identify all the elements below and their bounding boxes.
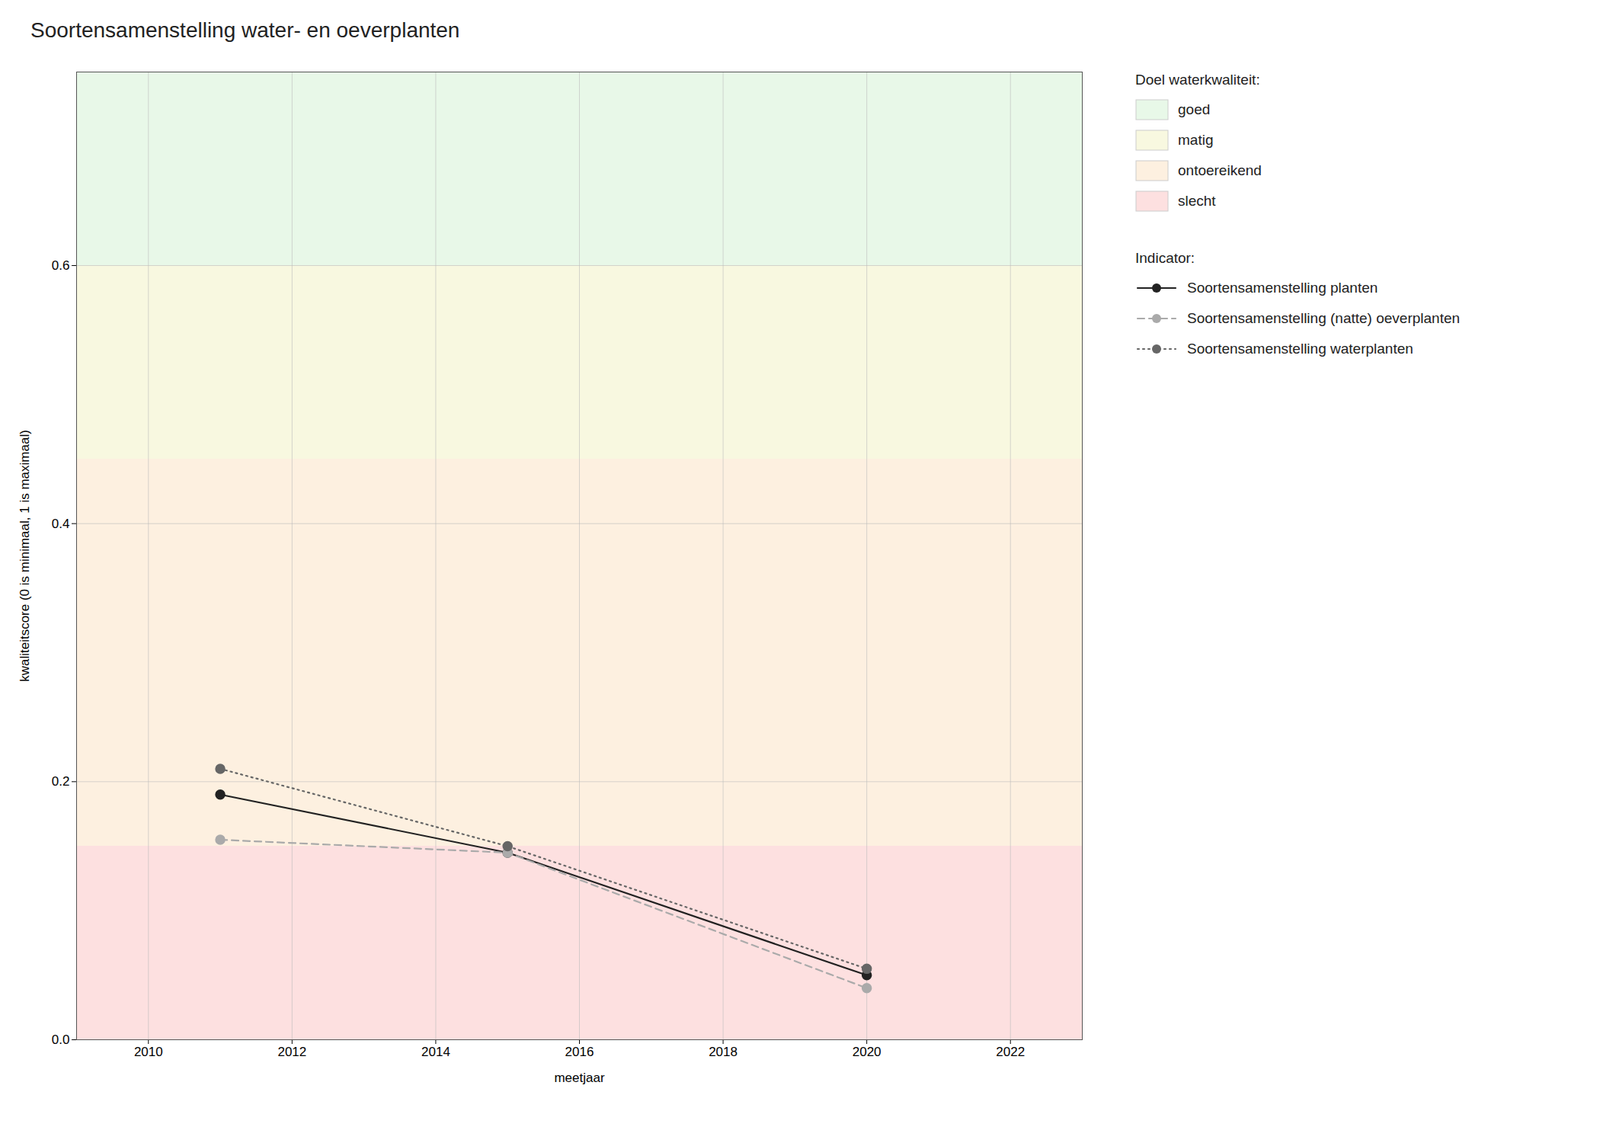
svg-text:0.0: 0.0 [51,1032,71,1047]
svg-text:0.2: 0.2 [51,774,71,789]
svg-text:2022: 2022 [995,1044,1025,1060]
html-text:Doel waterkwaliteit:: Doel waterkwaliteit: [1135,71,1260,88]
html-text:Soortensamenstelling waterplan: Soortensamenstelling waterplanten [1187,340,1414,357]
html-text:ontoereikend: ontoereikend [1177,162,1262,179]
html-text:Soortensamenstelling planten: Soortensamenstelling planten [1187,279,1378,296]
html-text:slecht: slecht [1177,192,1216,209]
svg-text:2010: 2010 [134,1044,164,1060]
svg-text:kwaliteitscore (0 is minimaal,: kwaliteitscore (0 is minimaal, 1 is maxi… [17,429,32,682]
svg-text:2014: 2014 [421,1044,451,1060]
html-text:goed: goed [1177,101,1211,118]
svg-text:2018: 2018 [708,1044,738,1060]
svg-text:0.4: 0.4 [51,516,71,532]
svg-text:2012: 2012 [277,1044,307,1060]
svg-text:2020: 2020 [852,1044,882,1060]
svg-text:2016: 2016 [565,1044,595,1060]
html-text:matig: matig [1177,131,1214,148]
svg-text:meetjaar: meetjaar [553,1070,605,1085]
html-text:Soortensamenstelling water- en: Soortensamenstelling water- en oeverplan… [30,18,460,42]
html-text:Indicator:: Indicator: [1135,249,1195,266]
html-text:Soortensamenstelling (natte) o: Soortensamenstelling (natte) oeverplante… [1187,310,1460,327]
svg-text:0.6: 0.6 [51,258,71,273]
